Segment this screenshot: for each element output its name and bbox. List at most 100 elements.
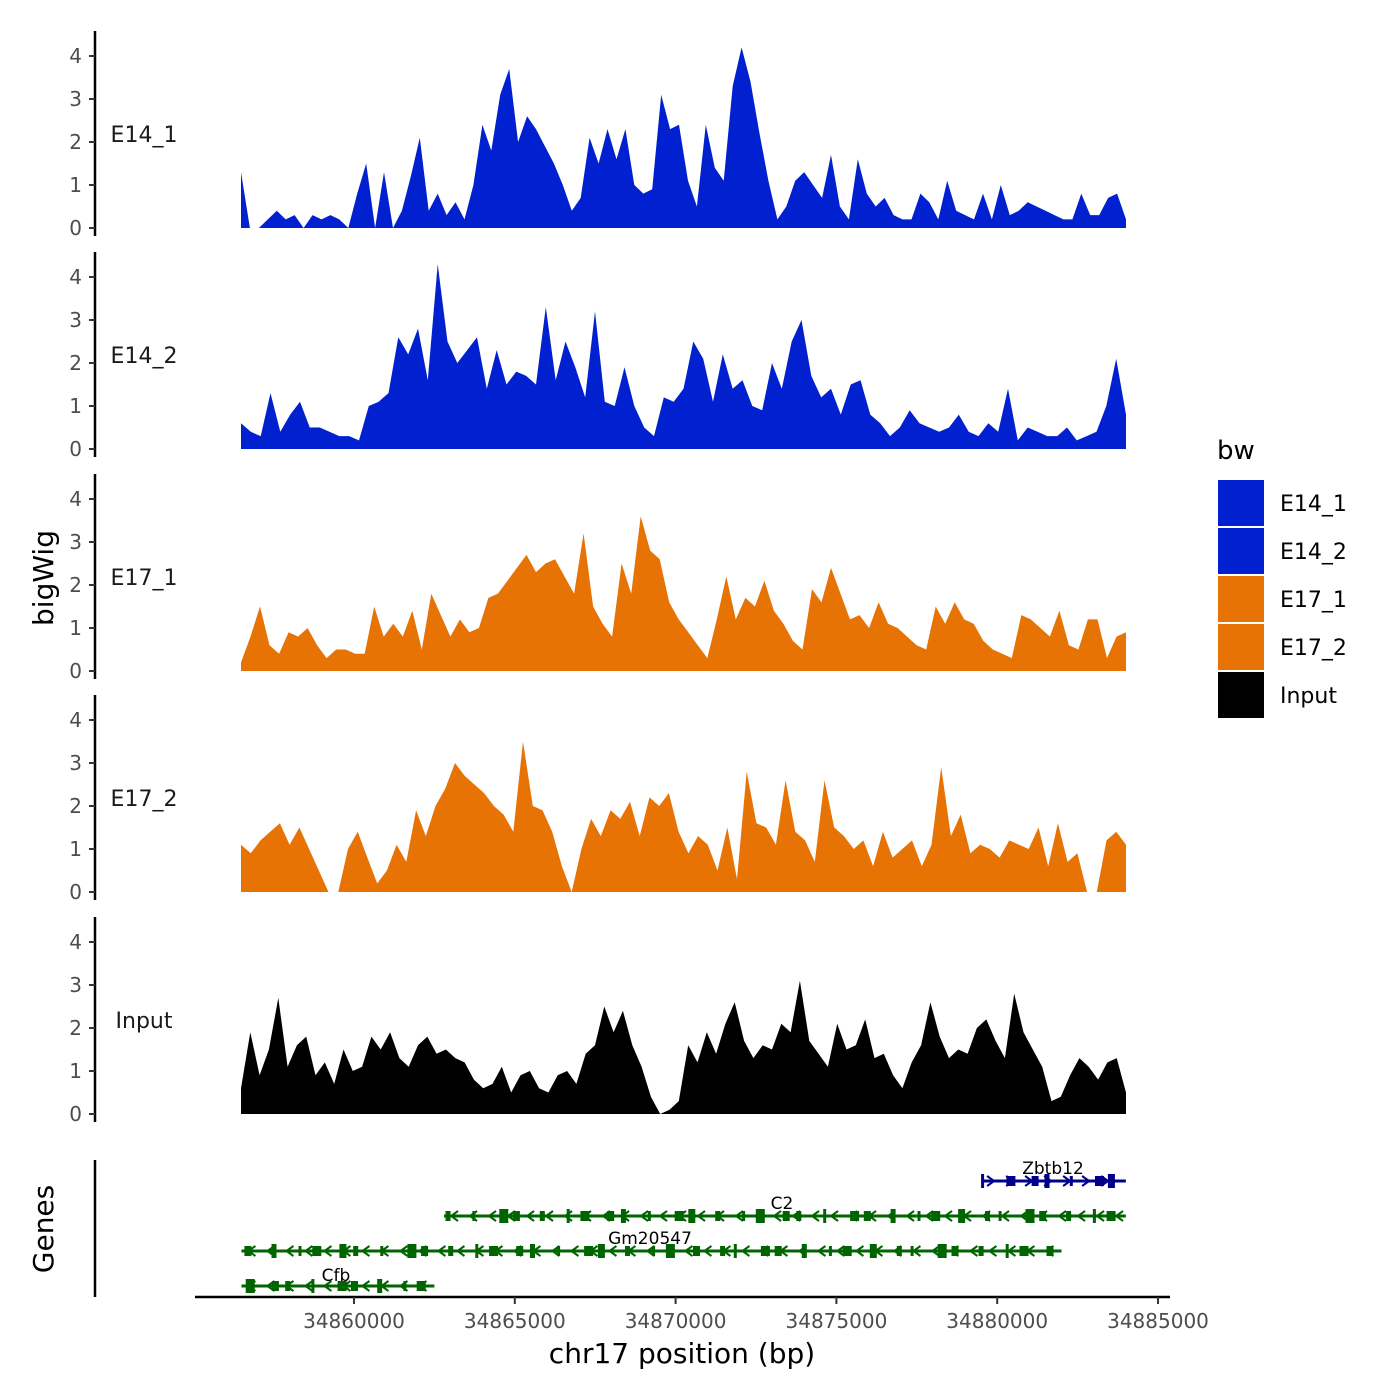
strand-arrow — [816, 1245, 827, 1257]
strand-arrow — [360, 1280, 371, 1292]
exon-block — [720, 1246, 726, 1256]
exon-block — [801, 1244, 807, 1258]
exon-block — [1031, 1176, 1039, 1186]
exon-block — [244, 1246, 252, 1256]
exon-block — [890, 1209, 896, 1223]
strand-arrow — [398, 1245, 409, 1257]
track-label-e17-2: E17_2 — [111, 787, 178, 812]
x-tick-label: 34880000 — [946, 1309, 1048, 1333]
exon-block — [620, 1209, 626, 1223]
track-label-e14-2: E14_2 — [111, 344, 178, 369]
y-tick-label: 4 — [69, 708, 82, 732]
exon-block — [774, 1246, 782, 1256]
strand-arrow — [986, 1175, 996, 1187]
strand-arrow — [740, 1245, 751, 1257]
y-tick-label: 2 — [69, 573, 82, 597]
y-tick-label: 0 — [69, 1102, 82, 1126]
exon-block — [403, 1281, 407, 1291]
exon-block — [850, 1211, 860, 1221]
y-tick-label: 1 — [69, 173, 82, 197]
exon-block — [782, 1211, 790, 1221]
exon-block — [1044, 1174, 1050, 1188]
strand-arrow — [810, 1210, 820, 1222]
track-e14-1: 0 1 2 3 4 E14_1 — [69, 31, 1126, 240]
y-axis-title: bigWig — [27, 530, 60, 626]
y-tick-label: 3 — [69, 87, 82, 111]
exon-block — [580, 1211, 590, 1221]
exon-block — [1107, 1174, 1115, 1188]
exon-block — [665, 1244, 675, 1258]
y-tick-label: 1 — [69, 837, 82, 861]
y-tick-label: 0 — [69, 216, 82, 240]
exon-block — [337, 1281, 347, 1291]
strand-arrow — [924, 1210, 934, 1222]
exon-block — [416, 1281, 426, 1291]
strand-arrow — [1081, 1175, 1091, 1187]
exon-block — [1092, 1209, 1096, 1223]
strand-arrow — [930, 1245, 941, 1257]
legend-label-e14-2: E14_2 — [1280, 540, 1347, 565]
exon-block — [981, 1174, 985, 1188]
legend-swatch-input — [1218, 672, 1264, 718]
strand-arrow — [987, 1245, 998, 1257]
gene-label-c2: C2 — [771, 1194, 794, 1214]
gene-gm20547: Gm20547 — [241, 1229, 1062, 1258]
exon-block — [796, 1211, 802, 1221]
exon-block — [674, 1211, 684, 1221]
exon-block — [475, 1244, 479, 1258]
exon-block — [693, 1246, 700, 1256]
exon-block — [353, 1246, 359, 1256]
exon-block — [958, 1209, 966, 1223]
strand-arrow — [658, 1210, 668, 1222]
exon-block — [489, 1246, 499, 1256]
strand-arrow — [303, 1280, 314, 1292]
exon-block — [448, 1246, 454, 1256]
y-tick-label: 3 — [69, 308, 82, 332]
y-tick-label: 2 — [69, 130, 82, 154]
gene-c2: C2 — [444, 1194, 1126, 1223]
y-tick-label: 0 — [69, 659, 82, 683]
strand-arrow — [734, 1210, 744, 1222]
exon-block — [271, 1244, 277, 1258]
legend-label-e14-1: E14_1 — [1280, 492, 1347, 517]
exon-block — [652, 1246, 656, 1256]
y-tick-label: 2 — [69, 351, 82, 375]
exon-block — [688, 1209, 696, 1223]
x-axis: 34860000 34865000 34870000 34875000 34880000… — [195, 1295, 1209, 1333]
exon-block — [1106, 1211, 1116, 1221]
y-tick-label: 3 — [69, 973, 82, 997]
strand-arrow — [322, 1280, 333, 1292]
track-e14-2: 0 1 2 3 4 E14_2 — [69, 252, 1126, 461]
legend-label-input: Input — [1280, 684, 1337, 709]
y-tick-label: 0 — [69, 437, 82, 461]
strand-arrow — [569, 1245, 580, 1257]
exon-block — [339, 1244, 347, 1258]
gene-cfb: Cfb — [241, 1266, 435, 1293]
legend-label-e17-2: E17_2 — [1280, 636, 1347, 661]
strand-arrow — [1076, 1210, 1086, 1222]
strand-arrow — [525, 1210, 535, 1222]
exon-block — [557, 1246, 561, 1256]
exon-block — [566, 1209, 570, 1223]
signal-tracks: 0 1 2 3 4 E14_1 0 1 2 3 4 E14_2 0 1 2 3 4 E17_1 0 1 2 3 4 E17_2… — [69, 31, 1126, 1126]
signal-area-e14-1 — [241, 47, 1126, 229]
exon-block — [285, 1281, 291, 1291]
exon-block — [625, 1246, 630, 1256]
gene-label-gm20547: Gm20547 — [608, 1229, 692, 1249]
exon-block — [298, 1246, 302, 1256]
strand-arrow — [436, 1245, 447, 1257]
exon-block — [311, 1279, 315, 1293]
legend-swatch-e17-1 — [1218, 576, 1264, 622]
x-tick-label: 34860000 — [303, 1309, 405, 1333]
x-tick-label: 34870000 — [625, 1309, 727, 1333]
y-tick-label: 4 — [69, 930, 82, 954]
gene-panel: Zbtb12 C2 Gm20547 Cfb — [93, 1159, 1126, 1297]
track-e17-2: 0 1 2 3 4 E17_2 — [69, 695, 1126, 904]
y-tick-label: 4 — [69, 487, 82, 511]
x-axis-title: chr17 position (bp) — [549, 1337, 815, 1370]
signal-area-e14-2 — [241, 264, 1126, 449]
y-tick-label: 1 — [69, 616, 82, 640]
exon-block — [647, 1211, 651, 1221]
exon-block — [407, 1244, 417, 1258]
exon-block — [421, 1246, 429, 1256]
